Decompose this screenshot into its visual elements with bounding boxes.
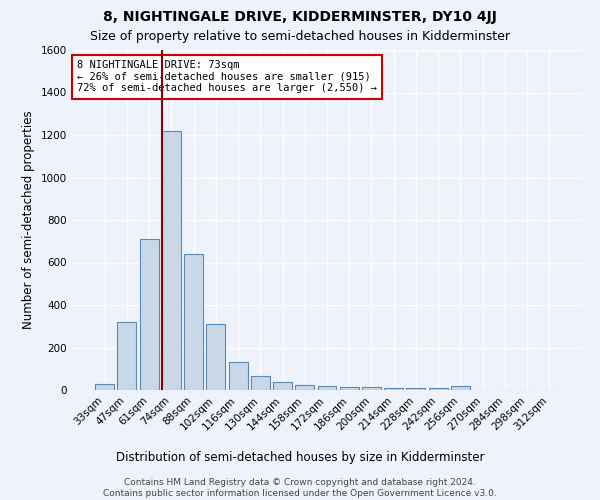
Bar	[451, 386, 470, 390]
Bar	[229, 362, 248, 390]
Bar	[206, 324, 225, 390]
Text: 8, NIGHTINGALE DRIVE, KIDDERMINSTER, DY10 4JJ: 8, NIGHTINGALE DRIVE, KIDDERMINSTER, DY1…	[103, 10, 497, 24]
Text: 8 NIGHTINGALE DRIVE: 73sqm
← 26% of semi-detached houses are smaller (915)
72% o: 8 NIGHTINGALE DRIVE: 73sqm ← 26% of semi…	[77, 60, 377, 94]
Text: Contains HM Land Registry data © Crown copyright and database right 2024.
Contai: Contains HM Land Registry data © Crown c…	[103, 478, 497, 498]
Bar	[406, 388, 425, 390]
Bar	[118, 322, 136, 390]
Text: Distribution of semi-detached houses by size in Kidderminster: Distribution of semi-detached houses by …	[116, 451, 484, 464]
Bar	[162, 130, 181, 390]
Text: Size of property relative to semi-detached houses in Kidderminster: Size of property relative to semi-detach…	[90, 30, 510, 43]
Bar	[384, 388, 403, 390]
Bar	[184, 254, 203, 390]
Bar	[273, 382, 292, 390]
Bar	[295, 384, 314, 390]
Bar	[140, 239, 158, 390]
Bar	[362, 388, 381, 390]
Bar	[251, 376, 270, 390]
Bar	[340, 387, 359, 390]
Bar	[429, 388, 448, 390]
Bar	[317, 386, 337, 390]
Y-axis label: Number of semi-detached properties: Number of semi-detached properties	[22, 110, 35, 330]
Bar	[95, 384, 114, 390]
